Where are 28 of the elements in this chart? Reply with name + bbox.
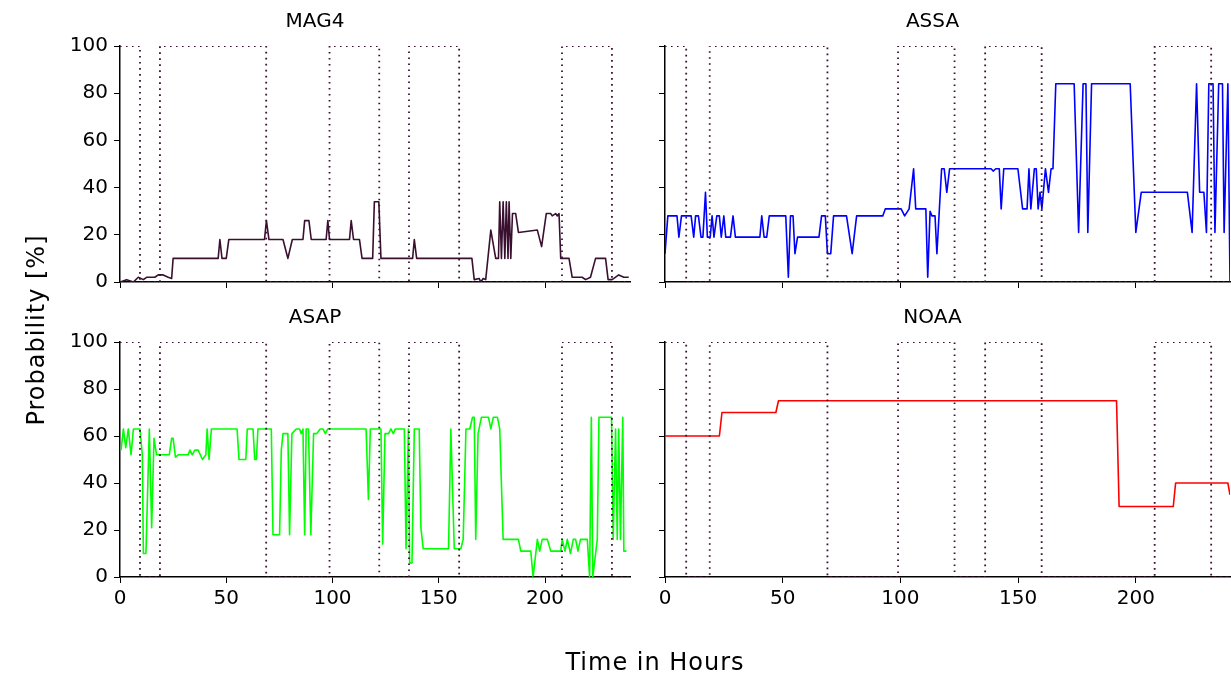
y-tick-label: 40 [82, 469, 108, 494]
y-tick-label: 0 [95, 268, 108, 293]
chart-title: ASSA [905, 8, 960, 33]
x-tick-label: 150 [419, 585, 458, 610]
x-axis-title: Time in Hours [565, 648, 745, 676]
chart-title: NOAA [903, 304, 962, 329]
x-tick-label: 200 [1116, 585, 1155, 610]
y-tick-label: 40 [82, 173, 108, 198]
y-tick-label: 20 [82, 221, 108, 245]
x-tick-label: 100 [881, 585, 920, 610]
chart-title: ASAP [288, 304, 342, 329]
x-tick-label: 100 [313, 585, 352, 610]
y-tick-label: 80 [82, 375, 108, 400]
x-tick-label: 150 [999, 585, 1038, 610]
y-tick-label: 80 [82, 79, 108, 104]
y-tick-label: 20 [82, 516, 108, 541]
y-axis-title: Probability [%] [22, 234, 50, 426]
x-tick-label: 50 [769, 585, 796, 610]
y-tick-label: 60 [82, 126, 108, 151]
chart-title: MAG4 [285, 8, 345, 33]
y-tick-label: 100 [69, 328, 108, 353]
y-tick-label: 100 [69, 32, 108, 57]
x-tick-label: 0 [658, 585, 672, 610]
y-tick-label: 0 [95, 563, 108, 588]
y-tick-label: 60 [82, 422, 108, 447]
x-tick-label: 200 [525, 585, 565, 610]
x-tick-label: 50 [213, 585, 239, 610]
x-tick-label: 0 [113, 585, 127, 610]
